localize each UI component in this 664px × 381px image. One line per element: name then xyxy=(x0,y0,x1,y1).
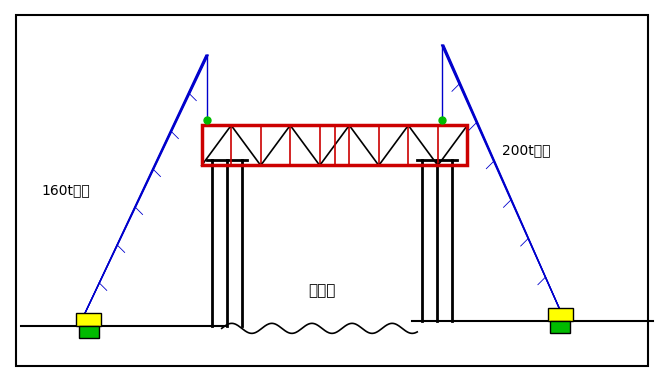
Bar xyxy=(202,125,467,165)
Text: 随塘河: 随塘河 xyxy=(308,283,336,298)
Text: 160t吊车: 160t吊车 xyxy=(41,184,90,197)
Text: 200t吊车: 200t吊车 xyxy=(503,143,551,157)
Bar xyxy=(548,308,572,321)
Bar xyxy=(550,321,570,333)
Bar xyxy=(79,326,99,338)
Bar xyxy=(76,313,102,326)
